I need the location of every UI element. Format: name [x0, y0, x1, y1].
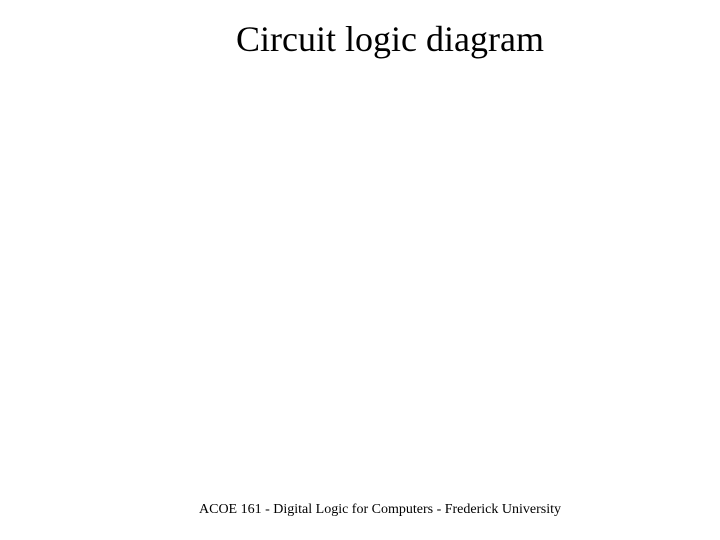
slide-title: Circuit logic diagram	[0, 18, 720, 60]
slide-footer: ACOE 161 - Digital Logic for Computers -…	[0, 502, 720, 518]
